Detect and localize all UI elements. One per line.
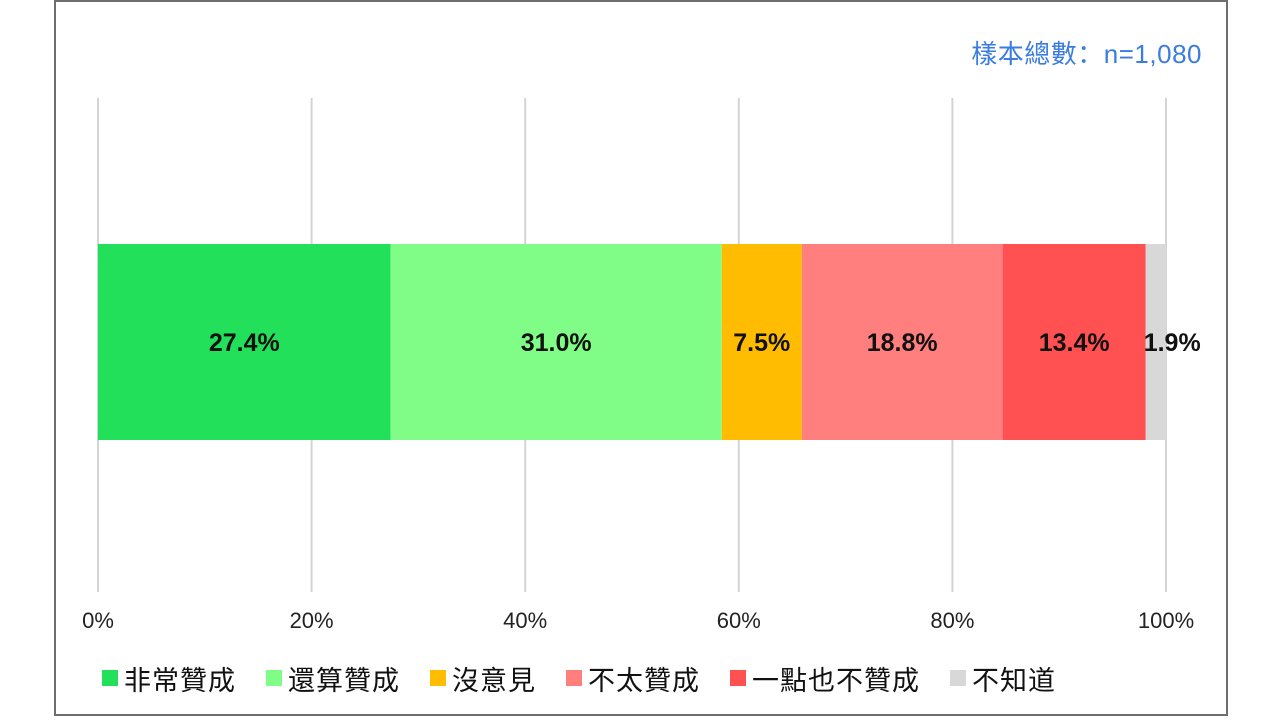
legend-item: 一點也不贊成 (730, 659, 920, 698)
bar-segment (1002, 244, 1146, 440)
x-tick-label: 80% (930, 608, 974, 633)
legend-item: 非常贊成 (102, 659, 236, 698)
legend-item: 沒意見 (430, 659, 536, 698)
data-label: 31.0% (521, 329, 592, 357)
x-tick-label: 20% (290, 608, 334, 633)
legend-item: 不知道 (950, 659, 1056, 698)
legend-label: 一點也不贊成 (752, 665, 920, 696)
x-tick-label: 100% (1138, 608, 1194, 633)
legend-swatch (266, 670, 282, 686)
legend-label: 非常贊成 (124, 665, 236, 696)
legend-swatch (730, 670, 746, 686)
bar-segment (1145, 244, 1166, 440)
data-label: 7.5% (733, 329, 790, 357)
x-tick-label: 0% (82, 608, 114, 633)
x-tick-label: 60% (717, 608, 761, 633)
bar-segment (801, 244, 1003, 440)
legend-swatch (566, 670, 582, 686)
legend-item: 不太贊成 (566, 659, 700, 698)
data-labels: 27.4% 31.0% 7.5% 18.8% 13.4% 1.9% (209, 329, 1201, 357)
legend: 非常贊成 還算贊成 沒意見 不太贊成 一點也不贊成 不知道 (102, 660, 1056, 696)
data-label: 18.8% (867, 329, 938, 357)
legend-label: 不太贊成 (588, 665, 700, 696)
legend-swatch (430, 670, 446, 686)
legend-item: 還算贊成 (266, 659, 400, 698)
legend-label: 還算贊成 (288, 665, 400, 696)
data-label: 27.4% (209, 329, 280, 357)
bar-segment (98, 244, 391, 440)
data-label: 1.9% (1144, 329, 1201, 357)
legend-label: 不知道 (972, 665, 1056, 696)
bar-segment (721, 244, 802, 440)
legend-label: 沒意見 (452, 665, 536, 696)
legend-swatch (950, 670, 966, 686)
data-label: 13.4% (1039, 329, 1110, 357)
legend-swatch (102, 670, 118, 686)
sample-size-note: 樣本總數：n=1,080 (971, 39, 1202, 69)
x-axis-ticks: 0% 20% 40% 60% 80% 100% (82, 608, 1194, 633)
bar-segment (390, 244, 722, 440)
stacked-bar (98, 244, 1166, 440)
x-tick-label: 40% (503, 608, 547, 633)
